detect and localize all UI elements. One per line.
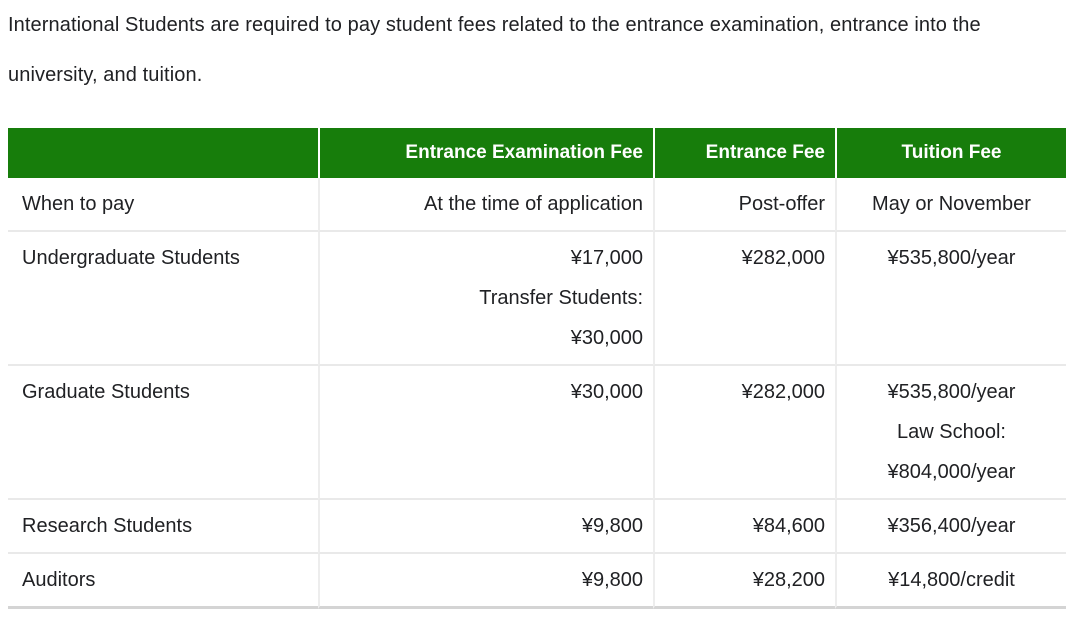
cell-entrance-fee: Post-offer (653, 178, 835, 232)
cell-line: ¥535,800/year (887, 381, 1016, 403)
table-row-auditors: Auditors ¥9,800 ¥28,200 ¥14,800/credit (8, 554, 1066, 609)
cell-line: May or November (872, 193, 1031, 215)
cell-line: ¥9,800 (581, 569, 643, 591)
cell-tuition-fee: May or November (835, 178, 1066, 232)
cell-line: ¥356,400/year (887, 515, 1016, 537)
cell-line: ¥84,600 (752, 515, 825, 537)
row-label: Graduate Students (8, 366, 318, 500)
table-row-research-students: Research Students ¥9,800 ¥84,600 ¥356,40… (8, 500, 1066, 554)
cell-exam-fee: At the time of application (318, 178, 653, 232)
cell-entrance-fee: ¥84,600 (653, 500, 835, 554)
cell-line: At the time of application (423, 193, 643, 215)
cell-exam-fee: ¥9,800 (318, 500, 653, 554)
row-label: Auditors (8, 554, 318, 609)
cell-line: ¥9,800 (581, 515, 643, 537)
cell-line: Post-offer (738, 193, 825, 215)
table-row-undergraduate-students: Undergraduate Students ¥17,000 Transfer … (8, 232, 1066, 366)
header-cell-entrance-examination-fee: Entrance Examination Fee (318, 128, 653, 178)
cell-exam-fee: ¥9,800 (318, 554, 653, 609)
header-cell-blank (8, 128, 318, 178)
cell-entrance-fee: ¥28,200 (653, 554, 835, 609)
cell-line: Transfer Students: (479, 287, 643, 309)
cell-exam-fee: ¥30,000 (318, 366, 653, 500)
cell-line: Law School: (897, 421, 1006, 443)
cell-line: ¥282,000 (741, 381, 825, 403)
fees-table: Entrance Examination Fee Entrance Fee Tu… (8, 128, 1066, 609)
cell-line: ¥30,000 (570, 327, 643, 349)
intro-paragraph: International Students are required to p… (8, 14, 981, 86)
cell-tuition-fee: ¥535,800/year Law School: ¥804,000/year (835, 366, 1066, 500)
row-label: Research Students (8, 500, 318, 554)
table-row-graduate-students: Graduate Students ¥30,000 ¥282,000 ¥535,… (8, 366, 1066, 500)
cell-line: ¥282,000 (741, 247, 825, 269)
cell-entrance-fee: ¥282,000 (653, 366, 835, 500)
cell-line: ¥14,800/credit (888, 569, 1015, 591)
cell-line: ¥30,000 (570, 381, 643, 403)
cell-tuition-fee: ¥14,800/credit (835, 554, 1066, 609)
table-row-when-to-pay: When to pay At the time of application P… (8, 178, 1066, 232)
cell-line: ¥28,200 (752, 569, 825, 591)
cell-line: ¥535,800/year (887, 247, 1016, 269)
header-cell-entrance-fee: Entrance Fee (653, 128, 835, 178)
cell-tuition-fee: ¥356,400/year (835, 500, 1066, 554)
cell-line: ¥17,000 (570, 247, 643, 269)
table-header-row: Entrance Examination Fee Entrance Fee Tu… (8, 128, 1066, 178)
cell-tuition-fee: ¥535,800/year (835, 232, 1066, 366)
cell-line: ¥804,000/year (887, 461, 1016, 483)
row-label: Undergraduate Students (8, 232, 318, 366)
cell-exam-fee: ¥17,000 Transfer Students: ¥30,000 (318, 232, 653, 366)
cell-entrance-fee: ¥282,000 (653, 232, 835, 366)
row-label: When to pay (8, 178, 318, 232)
header-cell-tuition-fee: Tuition Fee (835, 128, 1066, 178)
